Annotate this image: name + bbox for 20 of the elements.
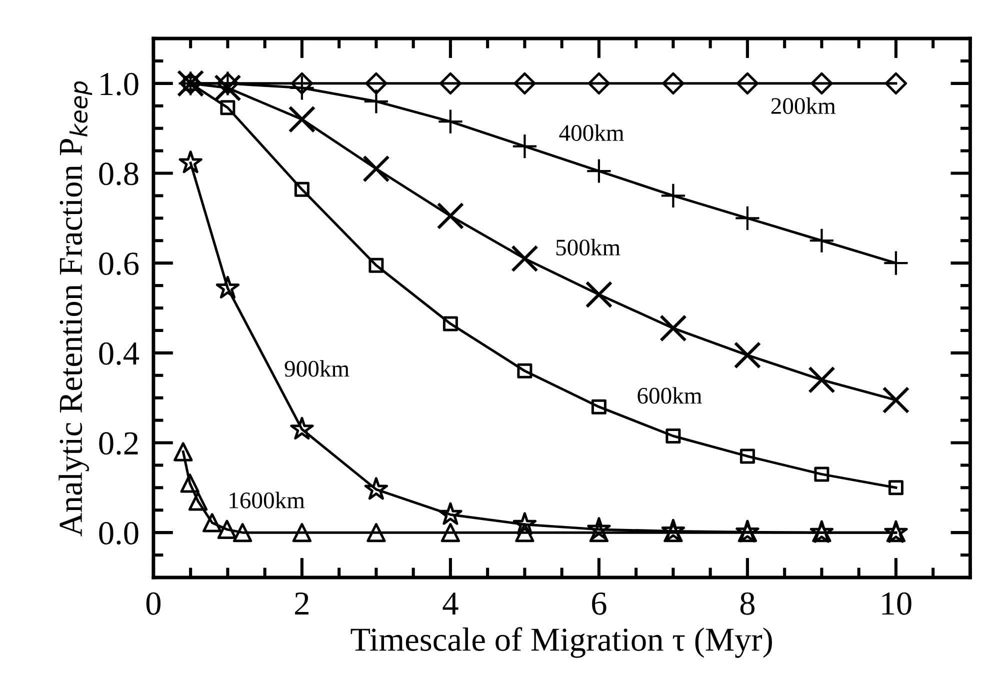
series-label: 400km [559, 124, 624, 141]
x-tick-label: 4 [442, 592, 458, 615]
y-axis-title: Analytic Retention Fraction P$_{keep}$ [58, 81, 92, 536]
series-label: 1600km [230, 492, 305, 508]
series-label: 200km [771, 97, 836, 114]
y-tick-label: 1.0 [100, 72, 138, 96]
x-tick-label: 8 [740, 592, 755, 615]
y-tick-label: 0.0 [99, 522, 138, 545]
y-tick-label: 0.6 [99, 252, 139, 276]
series-label: 500km [556, 238, 620, 256]
x-tick-label: 10 [882, 592, 912, 615]
y-tick-label: 0.2 [99, 432, 138, 455]
x-axis-title: Timescale of Migration τ (Myr) [350, 627, 772, 658]
y-tick-label: 0.4 [99, 342, 140, 365]
x-tick-label: 6 [592, 592, 606, 615]
series-label: 900km [284, 360, 350, 377]
series-label: 600km [638, 387, 702, 404]
y-tick-label: 0.8 [99, 162, 138, 186]
x-tick-label: 2 [295, 592, 308, 615]
x-tick-label: 0 [146, 592, 161, 615]
